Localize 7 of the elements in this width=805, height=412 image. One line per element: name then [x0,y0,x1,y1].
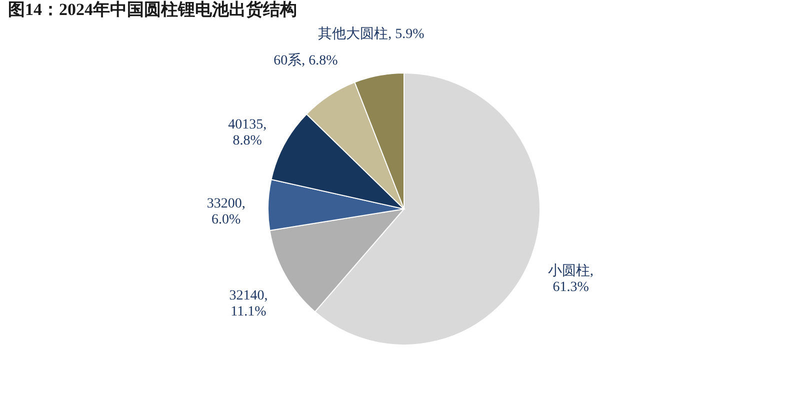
slice-label: 其他大圆柱, 5.9% [318,26,425,42]
slice-label: 33200, 6.0% [206,196,246,228]
chart-title: 图14：2024年中国圆柱锂电池出货结构 [8,0,297,20]
slice-label: 小圆柱, 61.3% [548,263,594,296]
slice-label: 60系, 6.8% [274,52,338,69]
slice-label: 32140, 11.1% [229,288,268,320]
slice-label: 40135, 8.8% [228,117,267,148]
